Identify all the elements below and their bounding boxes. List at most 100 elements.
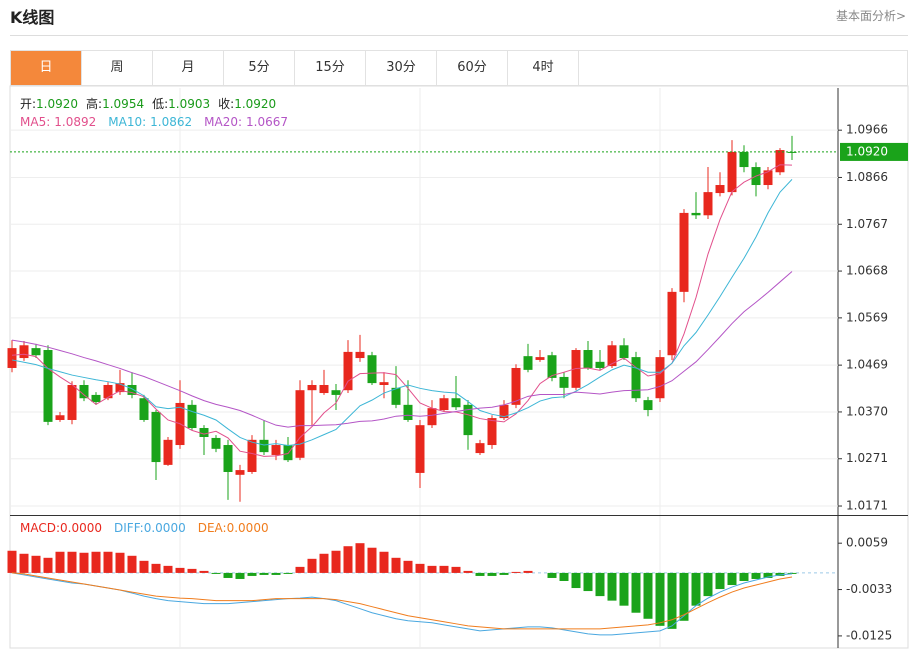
legend-value: 0.0000: [60, 521, 102, 535]
macd-bar: [607, 572, 617, 601]
macd-bar: [703, 572, 713, 597]
legend: MA5: 1.0892 MA10: 1.0862 MA20: 1.0667: [20, 115, 288, 129]
y-tick-label: -0.0125: [846, 628, 892, 642]
macd-bar: [499, 572, 509, 575]
candle-body: [727, 151, 737, 193]
period-tab[interactable]: 周: [82, 51, 153, 85]
candle-body: [283, 445, 293, 461]
macd-bar: [367, 547, 377, 573]
macd-bar: [715, 572, 725, 590]
fundamental-link[interactable]: 基本面分析>: [835, 9, 906, 23]
macd-bar: [403, 560, 413, 573]
y-tick-label: 1.0767: [846, 217, 888, 231]
macd-bar: [67, 551, 77, 573]
macd-bar: [631, 572, 641, 613]
candle-body: [343, 351, 353, 391]
legend-name: MA5:: [20, 115, 50, 129]
candle-body: [235, 470, 245, 475]
candle-body: [451, 398, 461, 408]
page-title: K线图: [10, 8, 55, 27]
candle-body: [163, 439, 173, 465]
period-tab[interactable]: 60分: [437, 51, 508, 85]
divider: [10, 35, 908, 36]
legend-name: MACD:: [20, 521, 60, 535]
candle-body: [619, 345, 629, 359]
macd-bar: [595, 572, 605, 597]
candle-body: [655, 357, 665, 399]
macd-line: [11, 572, 793, 636]
candle-body: [115, 383, 125, 393]
candle-body: [403, 404, 413, 420]
macd-bar: [139, 560, 149, 573]
info-label: 高:: [86, 96, 102, 111]
macd-bar: [247, 572, 257, 576]
legend: MACD:0.0000 DIFF:0.0000 DEA:0.0000: [20, 521, 269, 535]
macd-bar: [127, 555, 137, 573]
candle-body: [415, 425, 425, 473]
candle-body: [367, 355, 377, 384]
macd-bar: [727, 572, 737, 586]
macd-bar: [475, 572, 485, 576]
candle-body: [775, 150, 785, 173]
macd-bar: [115, 552, 125, 573]
candle-body: [79, 384, 89, 399]
macd-bar: [391, 557, 401, 573]
macd-bar: [271, 572, 281, 575]
period-tab[interactable]: 日: [11, 51, 82, 85]
candle-body: [331, 390, 341, 395]
macd-bar: [571, 572, 581, 589]
y-tick-label: 1.0668: [846, 264, 888, 278]
period-tab[interactable]: 5分: [224, 51, 295, 85]
candle-body: [259, 439, 269, 453]
macd-bar: [583, 572, 593, 592]
candle-body: [91, 394, 101, 403]
legend-name: MA20:: [204, 115, 242, 129]
info-value: 1.0920: [36, 97, 78, 111]
legend-value: 0.0000: [144, 521, 186, 535]
candle-body: [19, 345, 29, 359]
period-tab[interactable]: 30分: [366, 51, 437, 85]
macd-bar: [151, 563, 161, 573]
macd-bar: [235, 572, 245, 579]
y-tick-label: 1.0171: [846, 499, 888, 513]
macd-bar: [379, 551, 389, 573]
macd-bar: [691, 572, 701, 606]
candle-body: [535, 357, 545, 360]
candle-body: [211, 437, 221, 449]
period-tabs: 日周月 5分 15分 30分 60分 4时: [10, 50, 908, 86]
macd-bar: [19, 553, 29, 573]
macd-bar: [775, 572, 785, 576]
candle-body: [139, 398, 149, 420]
period-tab[interactable]: 15分: [295, 51, 366, 85]
candle-body: [487, 418, 497, 446]
macd-bar: [187, 568, 197, 573]
macd-bar: [163, 565, 173, 573]
period-tab[interactable]: 月: [153, 51, 224, 85]
legend-value: 1.0892: [54, 115, 96, 129]
info-label: 收:: [218, 97, 234, 111]
candle-body: [691, 212, 701, 216]
macd-bar: [343, 546, 353, 573]
info-label: 低:: [152, 97, 168, 111]
candle-body: [391, 387, 401, 405]
candle-body: [763, 170, 773, 186]
y-tick-label: 1.0370: [846, 404, 888, 418]
macd-bar: [763, 572, 773, 578]
ma-line: [11, 179, 793, 447]
macd-bar: [31, 555, 41, 573]
candle-body: [199, 428, 209, 437]
candle-body: [379, 382, 389, 385]
candle-body: [595, 361, 605, 368]
macd-bar: [655, 572, 665, 626]
candle-body: [631, 357, 641, 399]
period-tab[interactable]: 4时: [508, 51, 579, 85]
candle-body: [475, 443, 485, 454]
macd-bar: [463, 570, 473, 573]
candle-body: [511, 367, 521, 405]
macd-bar: [679, 572, 689, 621]
candle-body: [439, 398, 449, 411]
info-value: 1.0903: [168, 97, 210, 111]
legend-name: DIFF:: [114, 521, 144, 535]
macd-bar: [259, 572, 269, 575]
macd-bar: [55, 551, 65, 573]
